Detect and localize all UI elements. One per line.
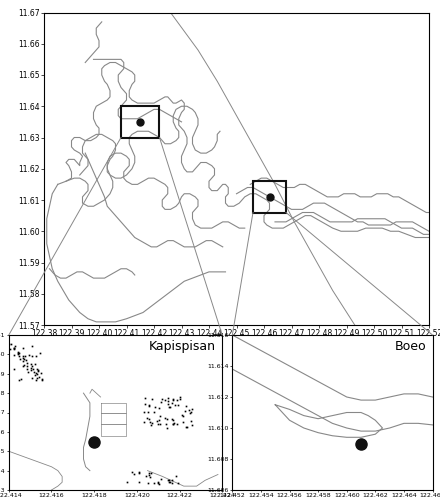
- Bar: [121, 106, 159, 138]
- Bar: [253, 182, 286, 212]
- Text: Kapispisan: Kapispisan: [149, 340, 216, 352]
- Text: Boeo: Boeo: [395, 340, 426, 352]
